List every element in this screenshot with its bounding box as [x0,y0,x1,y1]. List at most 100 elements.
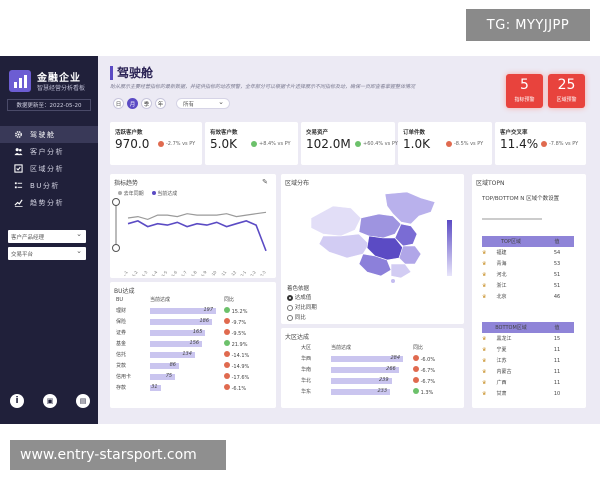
sidebar-bottom-icons: i ▣ ▤ [10,394,90,408]
list-item[interactable]: ♛ 宁夏 11 [482,344,574,355]
list-item[interactable]: ♛ 福建 54 [482,247,574,258]
list-item[interactable]: ♛ 江苏 11 [482,355,574,366]
col-header: BOTTOM区域 [495,325,527,331]
list-item[interactable]: ♛ 甘肃 10 [482,388,574,399]
region-rank-value: 11 [553,379,561,386]
kpi-card-orders[interactable]: 订单件数 1.0K -8.5% vs PY [398,122,492,165]
sidebar-item-region[interactable]: 区域分析 [0,160,98,177]
list-item[interactable]: ♛ 内蒙古 11 [482,366,574,377]
region-alert-badge[interactable]: 25 区域预警 [548,74,585,108]
table-row[interactable]: 华南 266 -6.7% [301,364,456,375]
status-dot [224,361,230,368]
list-item[interactable]: ♛ 青海 53 [482,258,574,269]
table-row[interactable]: 华北 239 -6.7% [301,375,456,386]
col-header: 当前达成 [331,345,352,351]
data-update-date: 数据更新至：2022-05-20 [7,99,91,111]
bu-yoy: -14.9% [224,360,272,371]
dashboard-frame: 金融企业 智慧经营分析看板 数据更新至：2022-05-20 驾驶舱 客户分析 … [0,56,600,424]
info-icon[interactable]: i [10,394,24,408]
table-row[interactable]: 保险 186 -9.7% [116,316,272,327]
table-row[interactable]: 信托 134 -14.1% [116,349,272,360]
sidebar-item-bu[interactable]: BU分析 [0,177,98,194]
list-item[interactable]: ♛ 广西 11 [482,377,574,388]
platform-select[interactable]: 交易平台 [8,247,86,260]
list-item[interactable]: ♛ 河北 51 [482,269,574,280]
bookmark-icon[interactable]: ▤ [76,394,90,408]
bu-value-bar: 197 [150,307,216,314]
kpi-card-active-customers[interactable]: 活跃客户数 970.0 -2.7% vs PY [110,122,202,165]
x-tick-label: 2021-7 [176,269,188,276]
range-slider-handle-bottom[interactable] [112,244,120,252]
bu-name: 保险 [116,319,127,325]
watermark-bottom: www.entry-starsport.com [10,440,226,470]
table-row[interactable]: 华东 233 1.3% [301,386,456,397]
range-slider-handle-top[interactable] [112,198,120,206]
table-row[interactable]: 华西 284 -6.0% [301,353,456,364]
metric-alert-badge[interactable]: 5 指标预警 [506,74,543,108]
customer-manager-select[interactable]: 客户产品经理 [8,230,86,243]
col-header: 值 [554,239,560,245]
table-row[interactable]: 理财 197 15.2% [116,305,272,316]
rank-medal-icon: ♛ [482,347,487,353]
region-rank-value: 11 [553,368,561,375]
region-rank-name: ♛ 江苏 [482,358,507,364]
table-row[interactable]: 基金 156 21.9% [116,338,272,349]
x-tick-label: 2021-9 [195,269,207,276]
region-rank-name: ♛ 青海 [482,261,507,267]
save-icon[interactable]: ▣ [43,394,57,408]
region-rank-value: 11 [553,357,561,364]
table-row[interactable]: 存款 31 -6.1% [116,382,272,393]
region-panel: 大区达成 大区 当前达成 同比 华西 284 -6.0% 华南 266 -6.7%… [281,328,464,408]
trend-legend: 去年同期 当前达成 [118,190,177,197]
period-year-button[interactable]: 年 [155,98,166,109]
kpi-card-cross-rate[interactable]: 客户交叉率 11.4% -7.8% vs PY [495,122,586,165]
region-name: 华南 [301,367,312,373]
map-option-yoy[interactable]: 同比 [287,313,317,323]
edit-pencil-icon[interactable]: ✎ [262,178,268,186]
bu-name: 贷款 [116,363,127,369]
topn-slider[interactable] [482,218,542,220]
bu-yoy: -9.5% [224,327,272,338]
region-value: 233 [377,387,387,394]
x-tick-label: 2021-8 [186,269,198,276]
col-header: 同比 [413,345,424,351]
table-row[interactable]: 证券 165 -9.5% [116,327,272,338]
kpi-card-valid-customers[interactable]: 有效客户数 5.0K +8.4% vs PY [205,122,298,165]
region-value: 239 [378,376,389,383]
rank-medal-icon: ♛ [482,250,487,256]
map-option-period[interactable]: 对比同期 [287,303,317,313]
map-option-value[interactable]: 达成值 [287,293,317,303]
period-quarter-button[interactable]: 季 [141,98,152,109]
metric-alert-label: 指标预警 [514,97,535,103]
list-item[interactable]: ♛ 黑龙江 15 [482,333,574,344]
trend-line-chart: 2021-12021-22021-32021-42021-52021-62021… [124,211,267,276]
kpi-value: 5.0K [210,137,237,151]
period-day-button[interactable]: 日 [113,98,124,109]
x-tick-label: 2021-10 [204,269,218,276]
region-value-bar: 284 [331,355,403,362]
rank-medal-icon: ♛ [482,391,487,397]
map-panel-title: 区域分布 [285,180,310,187]
status-dot [224,372,230,379]
x-tick-label: 2021-1 [124,269,129,276]
kpi-delta: -2.7% vs PY [158,141,195,147]
bu-bar-cell: 165 [150,327,224,338]
table-row[interactable]: 贷款 86 -14.9% [116,360,272,371]
list-item[interactable]: ♛ 北京 46 [482,291,574,302]
sidebar-item-cockpit[interactable]: 驾驶舱 [0,126,98,143]
period-month-button[interactable]: 月 [127,98,138,109]
bu-table: BU 当前达成 同比 理财 197 15.2% 保险 186 -9.7% 证券 16… [116,294,272,393]
kpi-card-trade-assets[interactable]: 交易资产 102.0M +60.4% vs PY [301,122,398,165]
bu-value-bar: 75 [150,373,176,380]
x-tick-label: 2021-3 [136,269,148,276]
bu-bar-cell: 197 [150,305,224,316]
sidebar-item-customer[interactable]: 客户分析 [0,143,98,160]
period-all-dropdown[interactable]: 所有 [176,98,230,109]
table-row[interactable]: 信用卡 75 -17.6% [116,371,272,382]
kpi-label: 客户交叉率 [500,130,528,136]
sidebar-item-trend[interactable]: 趋势分析 [0,194,98,211]
region-yoy: 1.3% [413,386,456,397]
bu-value: 156 [189,339,200,346]
list-item[interactable]: ♛ 浙江 51 [482,280,574,291]
status-dot [224,306,230,313]
